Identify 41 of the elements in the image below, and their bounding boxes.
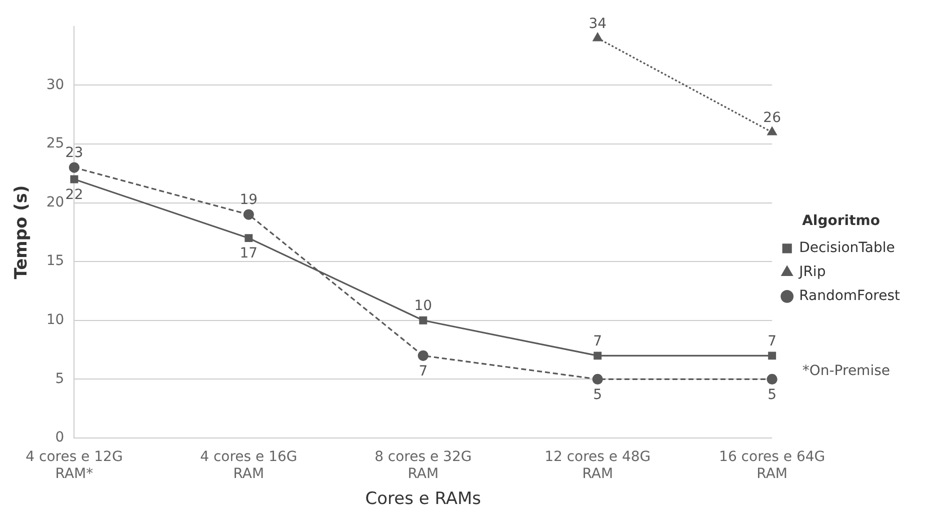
point: [244, 234, 253, 242]
point: [768, 352, 776, 360]
legend-label: DecisionTable: [799, 240, 895, 256]
data-label: 5: [768, 386, 777, 403]
data-label: 7: [768, 333, 777, 350]
y-tick-label: 0: [55, 430, 64, 446]
data-label: 7: [593, 333, 602, 350]
point: [766, 374, 778, 384]
data-label: 10: [414, 298, 432, 314]
data-label: 23: [65, 145, 84, 162]
point: [594, 352, 602, 360]
data-label: 17: [240, 246, 258, 262]
y-tick-label: 20: [46, 194, 64, 210]
point: [418, 350, 428, 361]
x-axis-title: Cores e RAMs: [365, 489, 482, 510]
point: [243, 209, 254, 220]
y-tick-label: 30: [46, 76, 64, 93]
y-tick-label: 25: [46, 136, 64, 152]
data-label: 22: [65, 186, 84, 203]
x-tick-label: 16 cores e 64G RAM: [719, 449, 826, 482]
point: [419, 316, 428, 324]
y-tick-label: 10: [46, 312, 64, 328]
data-label: 26: [763, 110, 782, 126]
legend-label: RandomForest: [799, 288, 901, 304]
data-label: 7: [418, 363, 428, 380]
x-tick-label: 4 cores e 16G RAM: [200, 449, 298, 482]
point: [70, 175, 78, 184]
data-label: 19: [240, 192, 258, 208]
point: [68, 162, 80, 173]
point: [592, 374, 603, 384]
y-tick-label: 5: [55, 370, 64, 387]
data-label: 34: [588, 16, 607, 32]
legend-title: Algoritmo: [802, 213, 880, 230]
legend-label: JRip: [798, 264, 826, 280]
x-tick-label: 8 cores e 32G RAM: [374, 449, 472, 482]
x-tick-label: 12 cores e 48G RAM: [544, 449, 651, 482]
y-tick-label: 15: [46, 253, 64, 270]
x-tick-label: 4 cores e 12G RAM*: [26, 449, 123, 482]
y-axis-title: Tempo (s): [12, 185, 32, 280]
data-label: 5: [593, 386, 602, 403]
text: *On-Premise: [802, 363, 890, 379]
